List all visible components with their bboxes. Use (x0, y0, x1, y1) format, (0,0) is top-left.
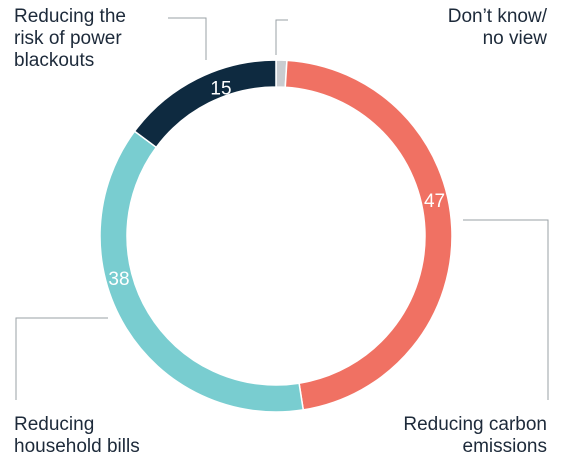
category-label-line: Reducing (14, 414, 95, 435)
category-label-line: Don’t know/ (447, 6, 547, 27)
category-label-line: emissions (462, 436, 547, 457)
slice-reducing-blackout-risk (133, 59, 277, 149)
value-labels: 47 38 15 (108, 78, 445, 290)
category-label-line: Reducing the (14, 6, 126, 27)
category-label-line: household bills (14, 436, 140, 457)
category-label-reducing-blackout-risk: Reducing the risk of power blackouts (14, 6, 126, 72)
leader-line (168, 17, 207, 60)
value-label: 38 (108, 269, 129, 290)
category-label-line: risk of power (14, 28, 122, 49)
leader-line (275, 19, 288, 55)
leader-line (463, 219, 549, 400)
category-label-line: blackouts (14, 50, 95, 71)
value-label: 47 (424, 191, 445, 212)
leader-lines (15, 17, 549, 400)
value-label: 15 (210, 78, 231, 99)
leader-line (15, 317, 108, 400)
category-label-line: Reducing carbon (403, 414, 547, 435)
slices (99, 59, 453, 413)
category-label-reducing-carbon-emissions: Reducing carbon emissions (403, 414, 547, 458)
slice-reducing-household-bills (99, 130, 305, 413)
category-label-reducing-household-bills: Reducing household bills (14, 414, 140, 458)
category-label-dont-know: Don’t know/ no view (448, 6, 547, 50)
category-label-line: no view (482, 28, 547, 49)
slice-reducing-carbon-emissions (284, 59, 453, 411)
